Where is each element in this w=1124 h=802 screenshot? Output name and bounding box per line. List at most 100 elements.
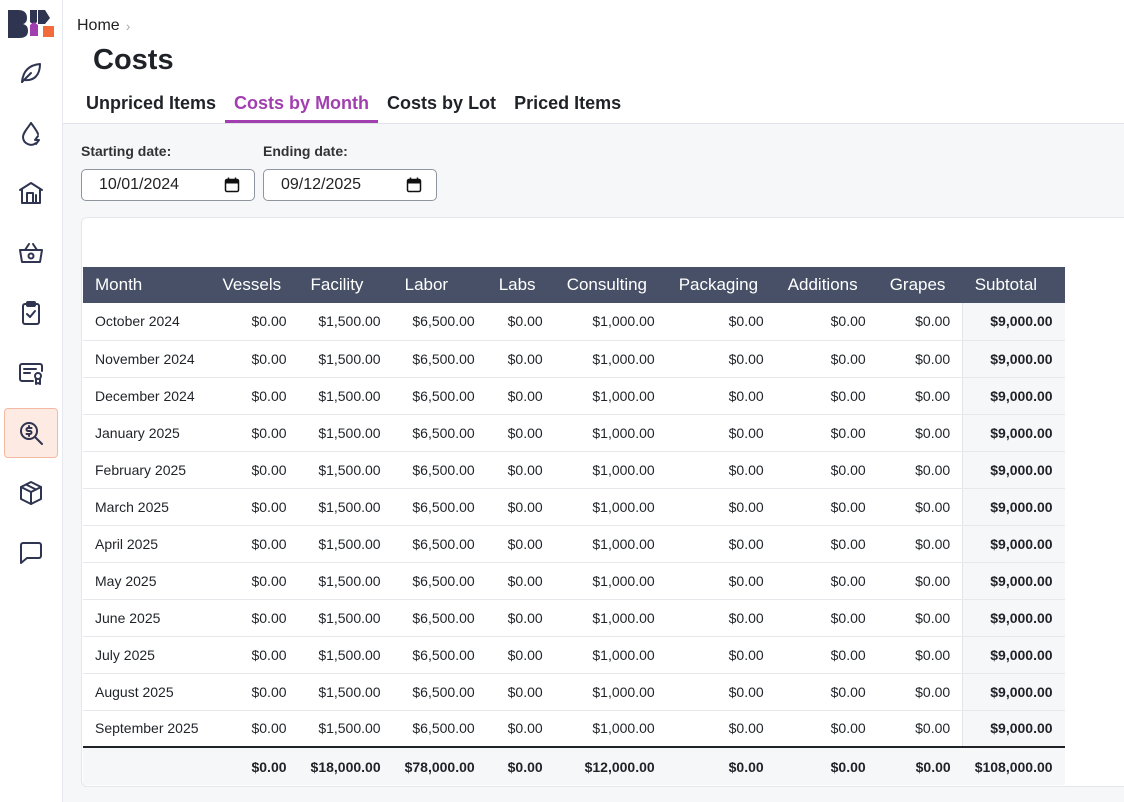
cost-cell-grapes: $0.00 bbox=[877, 562, 963, 600]
cost-cell-labs: $0.00 bbox=[486, 710, 555, 748]
cost-cell-grapes: $0.00 bbox=[877, 377, 963, 415]
cost-cell-labs: $0.00 bbox=[486, 599, 555, 637]
nav-item-basket[interactable] bbox=[4, 228, 58, 278]
nav-item-certificates[interactable] bbox=[4, 348, 58, 398]
nav-item-messages[interactable] bbox=[4, 528, 58, 578]
nav-item-packages[interactable] bbox=[4, 468, 58, 518]
sidebar bbox=[0, 0, 63, 802]
end-date-input[interactable]: 09/12/2025 bbox=[263, 169, 437, 201]
cost-cell-facility: $1,500.00 bbox=[298, 377, 393, 415]
cost-cell-packaging: $0.00 bbox=[666, 414, 776, 452]
nav-item-water[interactable] bbox=[4, 108, 58, 158]
cost-cell-labor: $6,500.00 bbox=[392, 599, 487, 637]
cost-cell-subtotal: $9,000.00 bbox=[962, 414, 1065, 452]
cost-cell-grapes: $0.00 bbox=[877, 340, 963, 378]
nav-item-tasks[interactable] bbox=[4, 288, 58, 338]
column-header-vessels[interactable]: Vessels bbox=[210, 267, 299, 303]
building-icon bbox=[19, 182, 43, 204]
leaf-icon bbox=[21, 63, 41, 83]
cost-cell-additions: $0.00 bbox=[775, 673, 878, 711]
table-totals-row: $0.00 $18,000.00 $78,000.00 $0.00 $12,000.00… bbox=[83, 746, 1065, 785]
cost-cell-consulting: $1,000.00 bbox=[554, 377, 667, 415]
cost-cell-grapes: $0.00 bbox=[877, 525, 963, 563]
cost-cell-additions: $0.00 bbox=[775, 562, 878, 600]
total-cell-vessels: $0.00 bbox=[210, 746, 299, 785]
cost-cell-subtotal: $9,000.00 bbox=[962, 303, 1065, 341]
cost-cell-packaging: $0.00 bbox=[666, 636, 776, 674]
page-header: Home › Costs Unpriced Items Costs by Mon… bbox=[63, 0, 1124, 124]
total-cell-subtotal: $108,000.00 bbox=[962, 746, 1065, 785]
cost-cell-facility: $1,500.00 bbox=[298, 710, 393, 748]
start-date-value: 10/01/2024 bbox=[99, 176, 180, 193]
table-row: February 2025 $0.00 $1,500.00 $6,500.00 $0.0… bbox=[83, 451, 1065, 489]
cost-cell-consulting: $1,000.00 bbox=[554, 562, 667, 600]
column-header-consulting[interactable]: Consulting bbox=[554, 267, 667, 303]
nav-item-facility[interactable] bbox=[4, 168, 58, 218]
cost-cell-labor: $6,500.00 bbox=[392, 303, 487, 341]
cost-cell-facility: $1,500.00 bbox=[298, 414, 393, 452]
cost-cell-subtotal: $9,000.00 bbox=[962, 340, 1065, 378]
calendar-icon[interactable] bbox=[406, 177, 422, 193]
table-row: July 2025 $0.00 $1,500.00 $6,500.00 $0.00 $1,… bbox=[83, 636, 1065, 674]
tab-unpriced-items[interactable]: Unpriced Items bbox=[86, 93, 217, 113]
cost-cell-subtotal: $9,000.00 bbox=[962, 710, 1065, 748]
cost-cell-vessels: $0.00 bbox=[210, 451, 299, 489]
month-cell: July 2025 bbox=[83, 636, 211, 674]
column-header-grapes[interactable]: Grapes bbox=[877, 267, 963, 303]
end-date-filter: Ending date: 09/12/2025 bbox=[263, 143, 437, 201]
column-header-additions[interactable]: Additions bbox=[775, 267, 878, 303]
column-header-facility[interactable]: Facility bbox=[298, 267, 393, 303]
cost-cell-subtotal: $9,000.00 bbox=[962, 599, 1065, 637]
costs-by-month-table: Month Vessels Facility Labor Labs Consulting P… bbox=[83, 267, 1065, 785]
calendar-icon[interactable] bbox=[224, 177, 240, 193]
column-header-labor[interactable]: Labor bbox=[392, 267, 487, 303]
nav-item-leaf[interactable] bbox=[4, 48, 58, 98]
month-cell: August 2025 bbox=[83, 673, 211, 711]
cost-cell-packaging: $0.00 bbox=[666, 525, 776, 563]
cost-cell-facility: $1,500.00 bbox=[298, 488, 393, 526]
breadcrumb: Home › bbox=[77, 17, 130, 35]
tab-costs-by-month[interactable]: Costs by Month bbox=[225, 90, 379, 123]
month-cell: September 2025 bbox=[83, 710, 211, 748]
cost-cell-labor: $6,500.00 bbox=[392, 340, 487, 378]
cost-cell-vessels: $0.00 bbox=[210, 673, 299, 711]
cost-cell-additions: $0.00 bbox=[775, 710, 878, 748]
start-date-input[interactable]: 10/01/2024 bbox=[81, 169, 255, 201]
cost-cell-consulting: $1,000.00 bbox=[554, 340, 667, 378]
cost-cell-vessels: $0.00 bbox=[210, 525, 299, 563]
cost-cell-additions: $0.00 bbox=[775, 525, 878, 563]
cost-cell-consulting: $1,000.00 bbox=[554, 414, 667, 452]
breadcrumb-home-link[interactable]: Home bbox=[77, 17, 120, 34]
app-logo[interactable] bbox=[8, 8, 56, 38]
month-cell: January 2025 bbox=[83, 414, 211, 452]
month-cell: June 2025 bbox=[83, 599, 211, 637]
cost-cell-packaging: $0.00 bbox=[666, 451, 776, 489]
tab-priced-items[interactable]: Priced Items bbox=[514, 93, 622, 113]
cost-cell-subtotal: $9,000.00 bbox=[962, 451, 1065, 489]
cost-cell-additions: $0.00 bbox=[775, 451, 878, 489]
cost-cell-grapes: $0.00 bbox=[877, 414, 963, 452]
column-header-subtotal[interactable]: Subtotal bbox=[962, 267, 1065, 303]
cost-cell-labs: $0.00 bbox=[486, 525, 555, 563]
nav-item-costs[interactable] bbox=[4, 408, 58, 458]
month-cell: December 2024 bbox=[83, 377, 211, 415]
cost-cell-packaging: $0.00 bbox=[666, 599, 776, 637]
column-header-month[interactable]: Month bbox=[83, 267, 211, 303]
cost-cell-grapes: $0.00 bbox=[877, 451, 963, 489]
table-row: January 2025 $0.00 $1,500.00 $6,500.00 $0.00… bbox=[83, 414, 1065, 452]
total-cell-facility: $18,000.00 bbox=[298, 746, 393, 785]
total-cell-grapes: $0.00 bbox=[877, 746, 963, 785]
box-icon bbox=[20, 481, 42, 505]
cost-cell-labs: $0.00 bbox=[486, 562, 555, 600]
cost-cell-labs: $0.00 bbox=[486, 488, 555, 526]
column-header-labs[interactable]: Labs bbox=[486, 267, 555, 303]
cost-cell-consulting: $1,000.00 bbox=[554, 599, 667, 637]
cost-cell-facility: $1,500.00 bbox=[298, 525, 393, 563]
tab-costs-by-lot[interactable]: Costs by Lot bbox=[387, 93, 497, 113]
cost-cell-additions: $0.00 bbox=[775, 599, 878, 637]
total-cell-consulting: $12,000.00 bbox=[554, 746, 667, 785]
table-row: May 2025 $0.00 $1,500.00 $6,500.00 $0.00 $1,0… bbox=[83, 562, 1065, 600]
month-cell: April 2025 bbox=[83, 525, 211, 563]
column-header-packaging[interactable]: Packaging bbox=[666, 267, 776, 303]
start-date-filter: Starting date: 10/01/2024 bbox=[81, 143, 255, 201]
